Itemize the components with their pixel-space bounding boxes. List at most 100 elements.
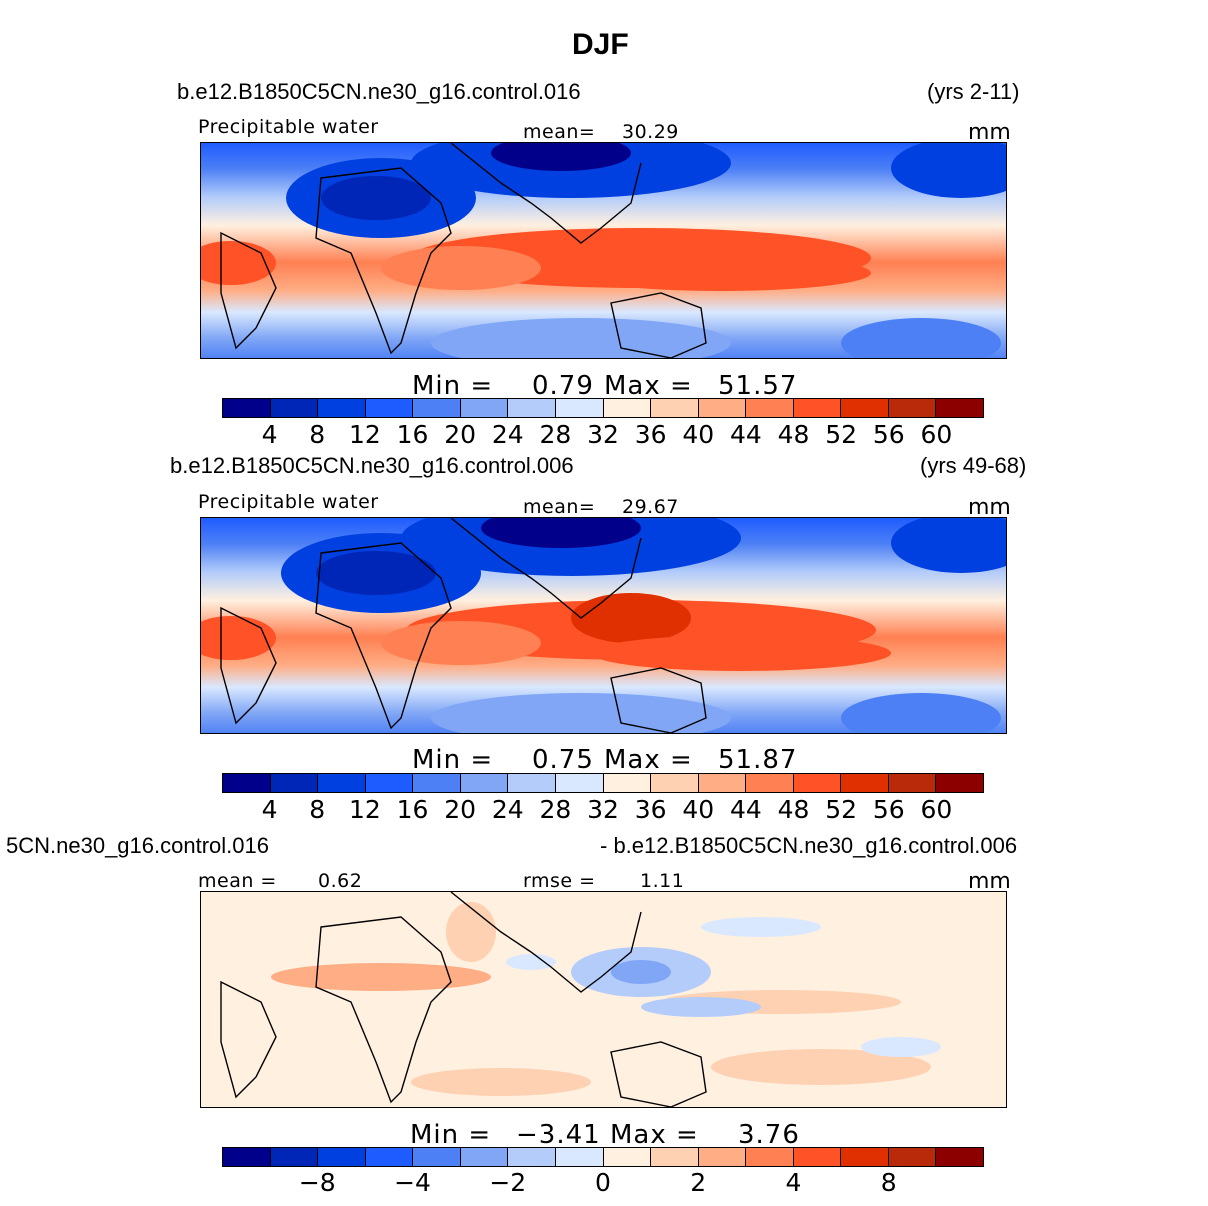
- colorbar-tick-label: 12: [348, 795, 381, 824]
- panel3-mean-label: mean =: [198, 870, 277, 892]
- colorbar-swatch: [698, 399, 747, 417]
- panel3-mean-value: 0.62: [318, 870, 363, 892]
- panel1-units: mm: [968, 120, 1011, 145]
- colorbar-swatch: [698, 1148, 747, 1166]
- colorbar-tick-label: 12: [348, 420, 381, 449]
- colorbar-swatch: [460, 399, 509, 417]
- colorbar-tick-label: 52: [825, 420, 858, 449]
- colorbar-tick-label: 28: [539, 420, 572, 449]
- figure-title: DJF: [572, 28, 629, 61]
- colorbar-swatch: [413, 1148, 461, 1166]
- colorbar-tick-label: −8: [298, 1168, 336, 1197]
- colorbar-swatch: [318, 399, 366, 417]
- panel2-africa-coast: [315, 542, 452, 730]
- panel1-map: [200, 142, 1007, 359]
- panel2-min-label: Min =: [412, 745, 494, 775]
- colorbar-swatch: [318, 774, 366, 792]
- panel2-australia-coast: [610, 667, 707, 733]
- colorbar-tick-label: 4: [261, 420, 278, 449]
- colorbar-tick-label: 60: [920, 795, 953, 824]
- colorbar-swatch: [698, 774, 747, 792]
- colorbar-tick-label: −4: [394, 1168, 431, 1197]
- panel2-arctic-dry: [891, 518, 1006, 573]
- colorbar-swatch: [793, 399, 842, 417]
- colorbar-swatch: [603, 399, 652, 417]
- panel3-australia-coast: [610, 1041, 707, 1107]
- panel2-years: (yrs 49-68): [920, 453, 1027, 478]
- panel3-units: mm: [968, 869, 1011, 894]
- panel1-colorbar: [222, 398, 984, 418]
- colorbar-swatch: [841, 774, 889, 792]
- panel2-samerica-coast: [220, 606, 277, 725]
- colorbar-tick-label: 0: [595, 1168, 611, 1197]
- colorbar-tick-label: 52: [825, 795, 858, 824]
- colorbar-tick-label: 48: [777, 795, 810, 824]
- colorbar-tick-label: 40: [682, 420, 715, 449]
- colorbar-swatch: [841, 1148, 889, 1166]
- panel2-south-blue: [431, 693, 731, 733]
- colorbar-tick-label: 32: [587, 795, 619, 824]
- colorbar-swatch: [746, 774, 794, 792]
- colorbar-swatch: [223, 774, 271, 792]
- panel1-min-value: 0.79: [532, 371, 594, 401]
- colorbar-swatch: [508, 399, 556, 417]
- panel1-mean-value: 30.29: [622, 121, 679, 143]
- panel2-mean-label: mean=: [523, 496, 596, 518]
- colorbar-swatch: [651, 1148, 699, 1166]
- colorbar-swatch: [793, 1148, 842, 1166]
- colorbar-tick-label: 48: [777, 420, 810, 449]
- colorbar-swatch: [270, 399, 319, 417]
- panel1-years: (yrs 2-11): [927, 79, 1020, 104]
- colorbar-tick-label: 32: [587, 420, 619, 449]
- panel3-colorbar: [222, 1147, 984, 1167]
- panel1-max-value: 51.57: [718, 371, 798, 401]
- colorbar-tick-label: 28: [539, 795, 572, 824]
- panel3-colorbar-ticks: −8 −4 −2 0 2 4 8: [222, 1168, 984, 1198]
- panel1-samerica-wet: [201, 241, 276, 285]
- panel3-min-value: −3.41: [516, 1120, 601, 1150]
- panel3-case-left: 5CN.ne30_g16.control.016: [6, 833, 269, 858]
- panel2-asia-coast: [450, 518, 642, 619]
- colorbar-swatch: [223, 399, 271, 417]
- panel3-rmse-value: 1.11: [640, 870, 685, 892]
- colorbar-swatch: [888, 1148, 937, 1166]
- colorbar-swatch: [365, 774, 414, 792]
- colorbar-tick-label: 44: [729, 795, 762, 824]
- colorbar-swatch: [555, 1148, 604, 1166]
- colorbar-tick-label: −2: [489, 1168, 527, 1197]
- panel3-asia-coast: [450, 892, 642, 993]
- colorbar-tick-label: 24: [491, 420, 524, 449]
- panel1-asia-coast: [450, 143, 642, 244]
- panel2-max-value: 51.87: [718, 745, 798, 775]
- panel2-mean-value: 29.67: [622, 496, 679, 518]
- colorbar-tick-label: 8: [309, 795, 326, 824]
- colorbar-tick-label: 56: [872, 420, 905, 449]
- colorbar-tick-label: 16: [396, 420, 429, 449]
- panel1-case-name: b.e12.B1850C5CN.ne30_g16.control.016: [177, 79, 581, 104]
- panel3-max-label: Max =: [610, 1120, 699, 1150]
- panel1-south-blue: [431, 318, 731, 358]
- panel1-variable-label: Precipitable water: [198, 116, 379, 138]
- colorbar-tick-label: 36: [634, 420, 667, 449]
- colorbar-swatch: [746, 1148, 794, 1166]
- panel1-arctic-dry: [891, 143, 1006, 198]
- colorbar-swatch: [603, 1148, 652, 1166]
- colorbar-swatch: [936, 1148, 983, 1166]
- panel1-colorbar-ticks: 4 8 12 16 20 24 28 32 36 40 44 48 52 56 60: [222, 420, 984, 450]
- colorbar-swatch: [508, 1148, 556, 1166]
- colorbar-tick-label: 4: [785, 1168, 802, 1197]
- colorbar-tick-label: 60: [920, 420, 953, 449]
- panel1-max-label: Max =: [604, 371, 693, 401]
- colorbar-swatch: [223, 1148, 271, 1166]
- colorbar-swatch: [603, 774, 652, 792]
- colorbar-swatch: [651, 774, 699, 792]
- colorbar-swatch: [460, 1148, 509, 1166]
- colorbar-swatch: [793, 774, 842, 792]
- colorbar-swatch: [888, 774, 937, 792]
- colorbar-tick-label: 24: [491, 795, 524, 824]
- colorbar-swatch: [936, 774, 983, 792]
- colorbar-swatch: [413, 399, 461, 417]
- colorbar-swatch: [841, 399, 889, 417]
- panel3-africa-coast: [315, 916, 452, 1104]
- colorbar-swatch: [413, 774, 461, 792]
